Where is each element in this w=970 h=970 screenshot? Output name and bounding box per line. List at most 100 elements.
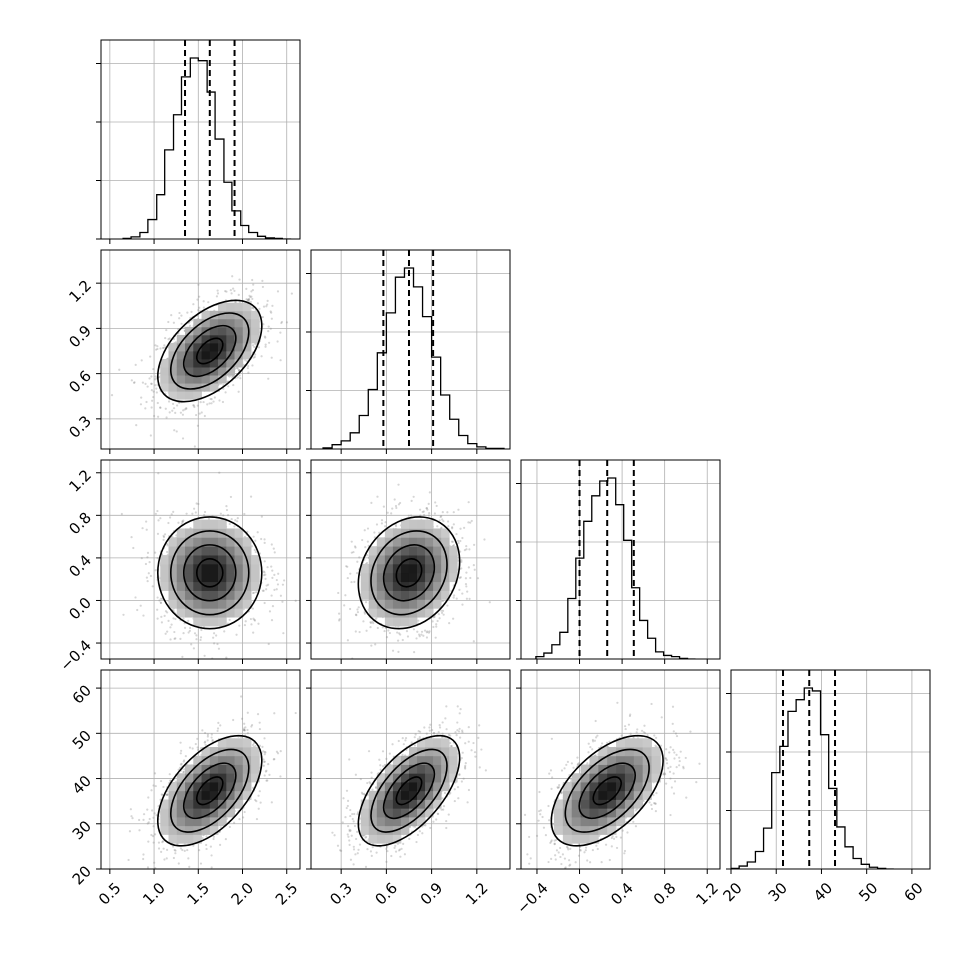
- density-cell: [209, 563, 219, 574]
- sample-point: [149, 355, 152, 358]
- density-cell: [425, 537, 434, 547]
- sample-point: [134, 363, 137, 366]
- density-cell: [234, 342, 244, 352]
- sample-point: [169, 638, 172, 641]
- sample-point: [200, 871, 202, 873]
- sample-point: [195, 634, 198, 637]
- sample-point: [254, 550, 257, 554]
- sample-point: [163, 614, 166, 617]
- sample-point: [363, 612, 367, 615]
- sample-point: [159, 601, 162, 605]
- sample-point: [156, 509, 159, 513]
- sample-point: [218, 399, 221, 402]
- sample-point: [155, 391, 158, 394]
- density-cell: [193, 334, 202, 344]
- sample-point: [391, 507, 394, 510]
- density-cell: [209, 590, 219, 600]
- sample-point: [366, 554, 369, 557]
- sample-point: [133, 381, 136, 384]
- density-cell: [449, 555, 458, 565]
- sample-point: [428, 512, 431, 515]
- sample-point: [253, 345, 256, 349]
- sample-point: [470, 519, 473, 523]
- sample-point: [174, 849, 177, 852]
- density-cell: [185, 351, 194, 360]
- sample-point: [156, 345, 159, 348]
- sample-point: [252, 356, 255, 359]
- sample-point: [261, 279, 264, 282]
- density-cell: [251, 334, 260, 344]
- sample-point: [426, 630, 429, 633]
- density-cell: [242, 342, 252, 352]
- sample-point: [165, 416, 168, 419]
- sample-point: [154, 551, 157, 554]
- sample-point: [194, 511, 197, 514]
- sample-point: [216, 289, 219, 292]
- sample-point: [228, 522, 231, 526]
- sample-point: [432, 625, 435, 629]
- sample-point: [145, 528, 148, 531]
- sample-point: [162, 534, 165, 538]
- sample-point: [245, 298, 248, 301]
- sample-point: [270, 619, 274, 622]
- sample-point: [166, 550, 169, 554]
- sample-point: [181, 437, 185, 440]
- sample-point: [166, 611, 169, 614]
- sample-point: [246, 298, 249, 301]
- sample-point: [463, 549, 466, 552]
- sample-point: [364, 546, 367, 549]
- sample-point: [174, 637, 177, 640]
- sample-point: [168, 337, 171, 340]
- sample-point: [164, 407, 167, 410]
- density-cell: [417, 608, 426, 618]
- density-cell: [433, 546, 442, 556]
- density-cell: [226, 528, 235, 538]
- density-cell: [368, 608, 378, 618]
- density-cell: [433, 537, 442, 547]
- density-cell: [400, 608, 410, 618]
- density-cell: [234, 528, 244, 538]
- sample-point: [145, 576, 149, 579]
- sample-point: [434, 501, 437, 504]
- sample-point: [440, 515, 443, 518]
- sample-point: [467, 521, 470, 524]
- sample-point: [219, 843, 222, 846]
- sample-point: [383, 629, 386, 633]
- sample-point: [243, 729, 246, 732]
- sample-point: [376, 495, 379, 498]
- sample-point: [262, 574, 266, 577]
- sample-point: [203, 513, 206, 517]
- sample-point: [173, 630, 176, 634]
- sample-point: [183, 408, 186, 411]
- sample-point: [147, 572, 150, 575]
- sample-point: [266, 299, 269, 302]
- density-cell: [193, 326, 202, 336]
- sample-point: [283, 579, 286, 582]
- sample-point: [452, 523, 455, 526]
- density-cell: [242, 590, 252, 600]
- sample-point: [460, 560, 463, 563]
- density-cell: [218, 617, 227, 627]
- density-cell: [160, 375, 169, 384]
- sample-point: [182, 519, 185, 522]
- sample-point: [151, 585, 154, 588]
- density-cell: [160, 555, 169, 565]
- density-cell: [251, 563, 260, 574]
- density-cell: [417, 528, 426, 538]
- sample-point: [203, 510, 207, 514]
- sample-point: [361, 538, 364, 542]
- density-cell: [193, 318, 202, 328]
- density-cell: [433, 563, 442, 574]
- sample-point: [442, 520, 445, 523]
- sample-point: [193, 507, 196, 510]
- density-cell: [201, 310, 211, 320]
- density-cell: [417, 590, 426, 600]
- density-cell: [408, 537, 418, 547]
- density-cell: [242, 546, 252, 556]
- density-cell: [417, 546, 426, 556]
- density-cell: [384, 572, 394, 583]
- density-cell: [160, 581, 169, 591]
- sample-point: [174, 341, 178, 344]
- sample-point: [206, 403, 209, 406]
- sample-point: [273, 573, 276, 576]
